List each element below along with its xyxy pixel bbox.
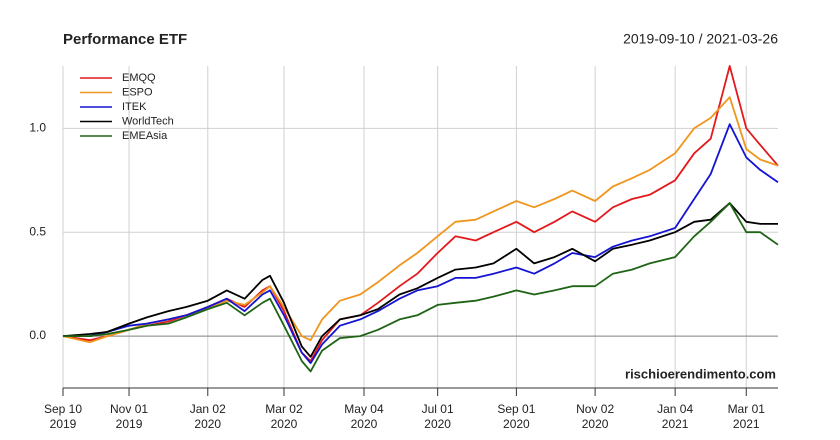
x-tick-label: Sep 10 2019 bbox=[43, 402, 83, 431]
y-tick-label: 1.0 bbox=[29, 120, 46, 134]
legend-label: ITEK bbox=[122, 101, 147, 113]
x-tick-label: Jan 02 2020 bbox=[189, 402, 226, 431]
series-line bbox=[63, 202, 779, 373]
chart-title: Performance ETF bbox=[63, 31, 187, 48]
legend-label: WorldTech bbox=[122, 115, 174, 127]
x-tick-label: May 04 2020 bbox=[344, 402, 384, 431]
series-line bbox=[62, 65, 779, 362]
series-line bbox=[62, 96, 779, 344]
legend-label: EMQQ bbox=[122, 72, 156, 84]
chart-subtitle: 2019-09-10 / 2021-03-26 bbox=[623, 31, 778, 47]
y-tick-label: 0.5 bbox=[29, 224, 46, 238]
x-tick-label: Sep 01 2020 bbox=[497, 402, 536, 431]
legend-label: EMEAsia bbox=[122, 130, 168, 142]
y-tick-label: 0.0 bbox=[29, 328, 46, 342]
x-tick-label: Nov 01 2019 bbox=[110, 402, 149, 431]
legend-label: ESPO bbox=[122, 86, 153, 98]
watermark: rischioerendimento.com bbox=[625, 366, 776, 381]
series-line bbox=[62, 202, 778, 358]
x-tick-label: Mar 01 2021 bbox=[727, 402, 765, 431]
x-tick-label: Jan 04 2021 bbox=[657, 402, 694, 431]
x-tick-label: Jul 01 2020 bbox=[421, 402, 454, 431]
series-line bbox=[63, 123, 779, 364]
x-tick-label: Mar 02 2020 bbox=[265, 402, 303, 431]
x-tick-label: Nov 02 2020 bbox=[576, 402, 615, 431]
